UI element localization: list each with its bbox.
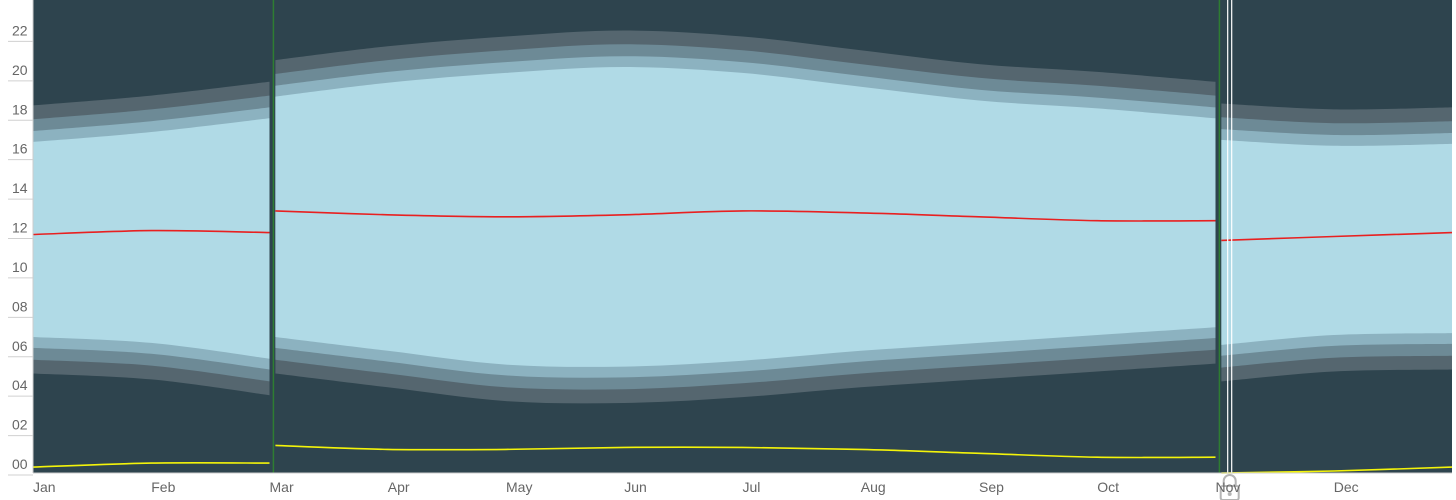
x-tick-label-jan: Jan <box>33 479 56 495</box>
lock-icon <box>1219 474 1240 500</box>
daylight-hours-line-0 <box>32 462 270 468</box>
daylight-band-0 <box>33 118 270 359</box>
solar-noon-line-1 <box>275 210 1216 222</box>
x-tick-label-sep: Sep <box>979 479 1004 495</box>
x-tick-label-mar: Mar <box>270 479 294 495</box>
y-tick-label-16: 16 <box>12 141 28 157</box>
y-tick-label-14: 14 <box>12 180 28 196</box>
y-tick-label-02: 02 <box>12 417 28 433</box>
y-tick-label-04: 04 <box>12 377 28 393</box>
y-tick-label-22: 22 <box>12 22 28 38</box>
x-tick-label-oct: Oct <box>1097 479 1119 495</box>
x-tick-label-nov: Nov <box>1216 479 1241 495</box>
y-tick-label-00: 00 <box>12 456 28 472</box>
x-tick-label-dec: Dec <box>1334 479 1359 495</box>
y-tick-label-10: 10 <box>12 259 28 275</box>
solar-noon-line-2 <box>1221 231 1453 242</box>
solar-noon-line-0 <box>32 229 270 236</box>
daylight-hours-line-1 <box>275 444 1216 459</box>
daylight-band-1 <box>275 67 1216 367</box>
y-tick-label-20: 20 <box>12 62 28 78</box>
y-tick-label-12: 12 <box>12 220 28 236</box>
x-tick-label-aug: Aug <box>861 479 886 495</box>
x-tick-label-may: May <box>506 479 532 495</box>
y-tick-label-06: 06 <box>12 338 28 354</box>
x-tick-label-jun: Jun <box>624 479 647 495</box>
y-tick-label-08: 08 <box>12 298 28 314</box>
y-tick-label-18: 18 <box>12 101 28 117</box>
x-tick-label-feb: Feb <box>151 479 175 495</box>
x-tick-label-apr: Apr <box>388 479 410 495</box>
daylight-band-2 <box>1221 139 1452 345</box>
x-tick-label-jul: Jul <box>743 479 761 495</box>
